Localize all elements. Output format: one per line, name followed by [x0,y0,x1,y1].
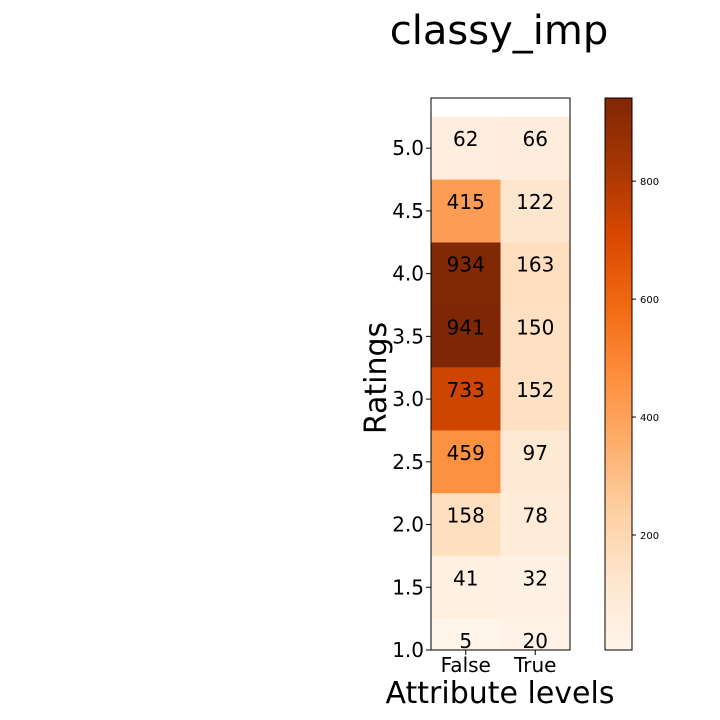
cell-value-labels: 5 20 41 32 158 78 459 97 733 152 941 150 934 163 415 12… [447,127,555,653]
chart-title: classy_imp [390,8,608,54]
heatmap-cell [431,179,501,243]
x-axis-label: Attribute levels [386,676,615,711]
y-tick-label: 5.0 [392,136,424,160]
cell-value-label: 62 [453,127,478,151]
heatmap-cell [431,242,501,305]
cell-value-label: 122 [516,190,554,214]
heatmap-cell [431,493,501,556]
cell-value-label: 20 [523,629,548,653]
cell-value-label: 32 [523,566,548,590]
cell-value-label: 415 [447,190,485,214]
y-tick-label: 3.5 [392,324,424,348]
cell-value-label: 733 [447,378,485,402]
y-tick-label: 4.5 [392,199,424,223]
heatmap-cell [431,555,501,619]
heatmap-cell [500,242,570,305]
cell-value-label: 152 [516,378,554,402]
heatmap-cell [431,430,501,494]
heatmap-cell [500,179,570,243]
colorbar [604,97,633,651]
cell-value-label: 97 [523,441,548,465]
heatmap-cell [500,430,570,494]
cell-value-label: 41 [453,566,478,590]
colorbar-tick-label: 400 [640,413,659,424]
x-tick-label: True [513,653,556,677]
heatmap-cells [431,116,570,650]
heatmap-cell [431,305,501,368]
x-axis-ticks: False True [441,650,556,677]
cell-value-label: 78 [523,504,548,528]
y-tick-label: 2.5 [392,450,424,474]
cell-value-label: 158 [447,504,485,528]
colorbar-tick-label: 600 [640,295,659,306]
y-tick-label: 1.5 [392,575,424,599]
cell-value-label: 459 [447,441,485,465]
colorbar-ticks: 200 400 600 800 [632,177,659,542]
y-tick-label: 3.0 [392,387,424,411]
colorbar-tick-label: 800 [640,177,659,188]
heatmap-cell [431,367,501,431]
y-axis-label: Ratings [359,322,394,434]
cell-value-label: 66 [523,127,548,151]
heatmap-cell [500,116,570,180]
cell-value-label: 5 [459,629,472,653]
cell-value-label: 163 [516,253,554,277]
heatmap-cell [431,116,501,180]
y-tick-label: 1.0 [392,638,424,662]
heatmap-cell [431,618,501,650]
cell-value-label: 941 [447,315,485,339]
heatmap-cell [500,618,570,650]
y-axis-ticks: 1.0 1.5 2.0 2.5 3.0 3.5 4.0 4.5 5.0 [392,136,431,662]
cell-value-label: 934 [447,253,485,277]
heatmap-cell [500,493,570,556]
heatmap-cell [500,555,570,619]
plot-frame [430,97,571,651]
heatmap-cell [500,367,570,431]
y-tick-label: 2.0 [392,513,424,537]
heatmap-cell [500,305,570,368]
x-tick-label: False [441,653,491,677]
cell-value-label: 150 [516,315,554,339]
y-tick-label: 4.0 [392,262,424,286]
colorbar-tick-label: 200 [640,531,659,542]
